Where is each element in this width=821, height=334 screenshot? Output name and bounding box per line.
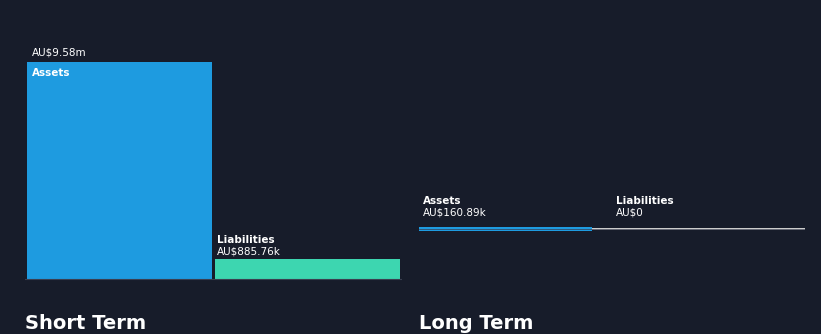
Bar: [419, 226, 593, 231]
Text: Liabilities: Liabilities: [218, 235, 275, 245]
Bar: [593, 228, 805, 230]
Text: Short Term: Short Term: [25, 314, 146, 333]
Text: Assets: Assets: [423, 196, 461, 206]
Text: AU$885.76k: AU$885.76k: [218, 246, 281, 256]
Bar: [215, 259, 401, 280]
Text: Liabilities: Liabilities: [616, 196, 673, 206]
Text: AU$9.58m: AU$9.58m: [32, 47, 87, 57]
Text: Long Term: Long Term: [419, 314, 533, 333]
Text: Assets: Assets: [32, 68, 71, 78]
Text: AU$0: AU$0: [616, 207, 644, 217]
Bar: [26, 62, 212, 280]
Text: AU$160.89k: AU$160.89k: [423, 207, 486, 217]
